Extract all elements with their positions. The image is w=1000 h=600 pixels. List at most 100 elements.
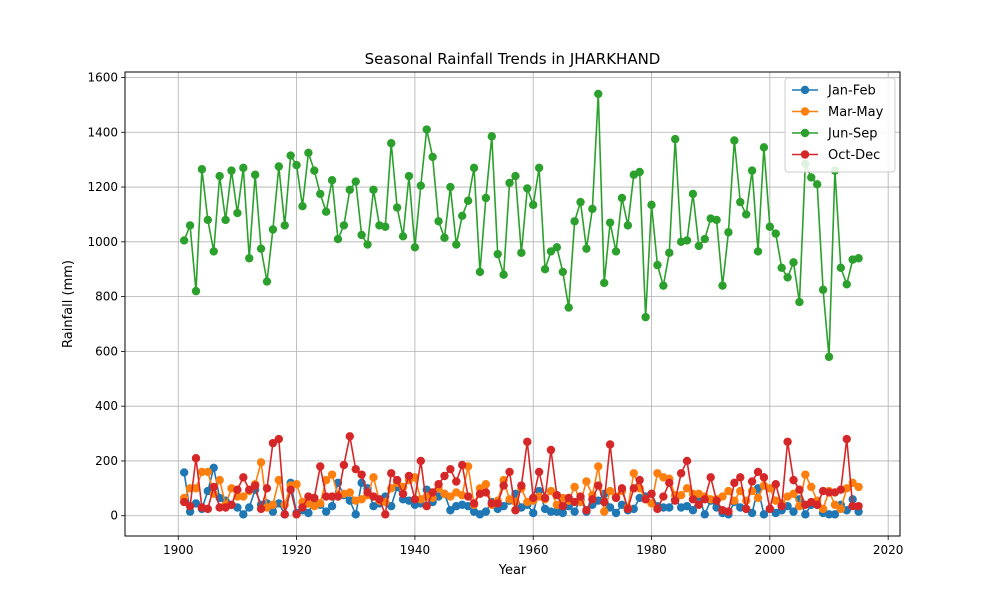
data-point-jun-sep [741, 210, 751, 219]
data-point-oct-dec [688, 495, 698, 504]
data-point-oct-dec [469, 499, 479, 508]
data-point-oct-dec [836, 485, 846, 494]
data-point-jan-feb [387, 501, 396, 511]
data-point-oct-dec [245, 485, 254, 494]
data-point-jun-sep [351, 177, 360, 186]
data-point-oct-dec [298, 503, 307, 512]
data-point-jun-sep [718, 281, 727, 290]
data-point-oct-dec [203, 504, 213, 514]
data-point-oct-dec [540, 493, 550, 503]
data-point-jun-sep [582, 244, 591, 253]
x-tick-label: 1920 [281, 543, 312, 557]
data-point-jun-sep [203, 215, 213, 225]
data-point-oct-dec [712, 496, 721, 505]
data-point-jun-sep [576, 197, 585, 207]
data-point-jun-sep [783, 273, 792, 282]
data-point-mar-may [629, 469, 638, 478]
data-point-jun-sep [363, 240, 372, 249]
data-point-jun-sep [700, 234, 709, 244]
data-point-mar-may [357, 495, 366, 504]
data-point-jun-sep [605, 218, 615, 227]
data-point-jan-feb [209, 463, 218, 472]
data-point-jan-feb [529, 508, 538, 518]
data-point-oct-dec [239, 473, 248, 482]
data-point-jun-sep [647, 200, 656, 210]
data-point-jun-sep [842, 280, 851, 289]
data-point-mar-may [801, 470, 810, 479]
data-point-mar-may [274, 475, 284, 485]
data-point-oct-dec [179, 497, 189, 507]
data-point-jun-sep [416, 181, 425, 190]
data-point-jun-sep [292, 160, 301, 170]
data-point-mar-may [481, 480, 491, 489]
y-tick-label: 600 [95, 344, 118, 358]
data-point-oct-dec [351, 464, 360, 474]
data-point-oct-dec [736, 473, 745, 482]
data-point-oct-dec [753, 467, 763, 477]
data-point-jun-sep [404, 171, 414, 181]
data-point-jun-sep [493, 249, 502, 259]
data-point-jun-sep [481, 193, 491, 203]
data-point-oct-dec [670, 496, 680, 505]
data-point-oct-dec [653, 504, 662, 514]
data-point-oct-dec [623, 504, 633, 514]
data-point-jun-sep [286, 151, 295, 160]
data-point-oct-dec [564, 493, 573, 503]
data-point-oct-dec [209, 482, 218, 492]
data-point-oct-dec [759, 473, 769, 482]
data-point-jun-sep [440, 233, 449, 242]
data-point-jun-sep [227, 166, 236, 175]
tick-layer: 1900 1920 1940 1960 1980 2000 2020 0 200 400 600 80… [87, 70, 903, 557]
series-layer [179, 89, 863, 519]
data-point-oct-dec [682, 456, 692, 466]
data-point-jan-feb [830, 510, 840, 519]
data-point-jun-sep [511, 171, 520, 181]
data-point-jun-sep [398, 232, 408, 241]
data-point-oct-dec [422, 501, 431, 511]
data-point-mar-may [594, 462, 603, 471]
data-point-mar-may [215, 475, 224, 485]
data-point-jun-sep [304, 148, 313, 157]
data-point-jan-feb [700, 510, 709, 519]
data-point-oct-dec [381, 510, 390, 519]
data-point-jun-sep [517, 248, 526, 257]
data-point-oct-dec [493, 499, 502, 508]
data-point-jun-sep [653, 260, 662, 270]
legend-box [784, 77, 896, 173]
data-point-oct-dec [611, 493, 621, 503]
data-point-mar-may [605, 486, 615, 496]
data-point-oct-dec [594, 481, 603, 490]
data-point-jun-sep [617, 193, 627, 203]
data-point-oct-dec [215, 503, 224, 512]
data-point-oct-dec [446, 464, 455, 474]
data-point-oct-dec [558, 501, 567, 511]
x-tick-label: 1900 [163, 543, 194, 557]
data-point-jun-sep [469, 163, 479, 173]
data-point-mar-may [197, 467, 207, 477]
data-point-jun-sep [262, 277, 272, 286]
y-tick-label: 1200 [87, 180, 118, 194]
x-tick-label: 2000 [755, 543, 786, 557]
plot-frame [124, 71, 901, 537]
data-point-oct-dec [185, 501, 195, 511]
data-point-oct-dec [398, 489, 408, 499]
data-point-jun-sep [428, 152, 437, 162]
data-point-jan-feb [665, 503, 674, 512]
data-point-mar-may [718, 492, 727, 501]
data-point-jun-sep [280, 221, 289, 230]
data-point-jun-sep [191, 286, 201, 296]
data-point-oct-dec [404, 471, 414, 481]
data-point-oct-dec [387, 469, 396, 478]
x-tick-label: 1980 [636, 543, 667, 557]
legend-label-oct-dec: Oct-Dec [828, 148, 880, 163]
data-point-jun-sep [641, 312, 650, 322]
data-point-jan-feb [688, 506, 698, 515]
legend-item-oct-dec: Oct-Dec [792, 148, 880, 163]
data-point-jun-sep [682, 236, 692, 245]
data-point-oct-dec [771, 480, 780, 489]
data-point-oct-dec [274, 434, 284, 444]
grid-layer [125, 72, 900, 536]
data-point-jun-sep [392, 203, 402, 212]
data-point-jun-sep [233, 208, 242, 218]
